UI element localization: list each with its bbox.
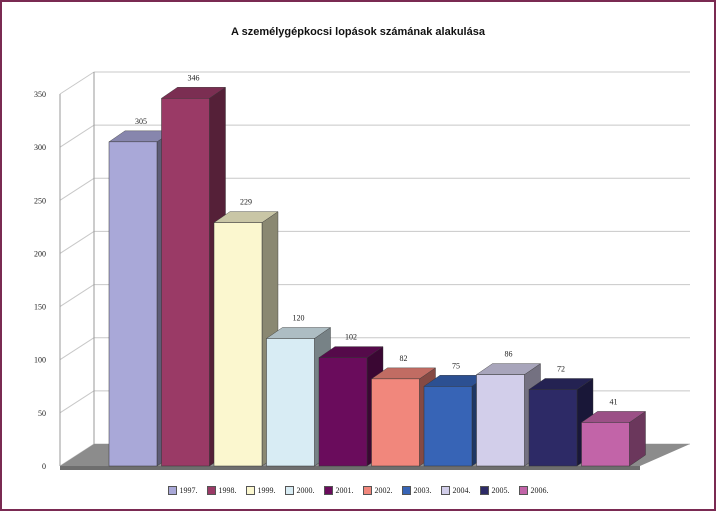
data-label: 82 — [400, 354, 408, 363]
legend-label: 2001. — [335, 486, 354, 495]
y-tick-label: 300 — [34, 143, 46, 152]
bar — [423, 386, 473, 467]
data-label: 305 — [135, 117, 147, 126]
bar — [581, 422, 630, 467]
legend-label: 1997. — [179, 486, 198, 495]
bar — [266, 338, 315, 467]
legend-swatch — [245, 486, 255, 495]
legend-label: 1999. — [257, 486, 276, 495]
data-label: 72 — [557, 364, 565, 373]
data-label: 86 — [505, 350, 513, 359]
bar — [213, 222, 263, 467]
y-tick-label: 350 — [34, 90, 46, 99]
legend-swatch — [284, 486, 294, 495]
legend-swatch — [440, 486, 450, 495]
legend-item: 1999. — [245, 486, 276, 495]
legend-label: 2002. — [374, 486, 393, 495]
legend-label: 2003. — [413, 486, 432, 495]
gridline-side — [59, 390, 95, 414]
legend-item: 2005. — [479, 486, 510, 495]
legend-item: 2004. — [440, 486, 471, 495]
legend-swatch — [167, 486, 177, 495]
data-label: 102 — [345, 333, 357, 342]
legend-item: 2002. — [362, 486, 393, 495]
legend-label: 1998. — [218, 486, 237, 495]
legend-label: 2004. — [452, 486, 471, 495]
plot-floor-edge — [60, 466, 640, 470]
data-label: 346 — [188, 73, 200, 82]
bar — [161, 98, 210, 467]
legend-swatch — [206, 486, 216, 495]
legend-swatch — [401, 486, 411, 495]
y-tick-label: 0 — [42, 462, 46, 471]
data-label: 229 — [240, 198, 252, 207]
data-label: 75 — [452, 361, 460, 370]
legend-label: 2005. — [491, 486, 510, 495]
legend-item: 2001. — [323, 486, 354, 495]
bar — [371, 378, 420, 467]
data-label: 41 — [610, 397, 618, 406]
bar — [476, 374, 525, 467]
legend-swatch — [362, 486, 372, 495]
y-tick-label: 200 — [34, 249, 46, 258]
bar — [108, 141, 158, 467]
data-label: 120 — [293, 313, 305, 322]
chart-title: A személygépkocsi lopások számának alaku… — [231, 26, 485, 38]
legend-swatch — [479, 486, 489, 495]
legend-item: 2000. — [284, 486, 315, 495]
legend-item: 2003. — [401, 486, 432, 495]
y-tick-label: 250 — [34, 196, 46, 205]
legend-item: 1997. — [167, 486, 198, 495]
gridline-side — [59, 124, 95, 148]
legend-swatch — [323, 486, 333, 495]
bar — [318, 357, 368, 467]
gridline-side — [59, 337, 95, 361]
bar — [528, 389, 578, 467]
legend-label: 2000. — [296, 486, 315, 495]
legend-swatch — [518, 486, 528, 495]
legend-item: 2006. — [518, 486, 549, 495]
y-tick-label: 150 — [34, 303, 46, 312]
legend-label: 2006. — [530, 486, 549, 495]
chart-legend: 1997. 1998. 1999. 2000. 2001. 2002. 2003. 2004.… — [2, 486, 714, 495]
y-tick-label: 50 — [38, 409, 46, 418]
legend-item: 1998. — [206, 486, 237, 495]
gridline-side — [59, 284, 95, 307]
gridline-side — [59, 231, 95, 254]
y-tick-label: 100 — [34, 356, 46, 365]
gridline-side — [59, 177, 95, 201]
gridline-side — [59, 71, 95, 95]
